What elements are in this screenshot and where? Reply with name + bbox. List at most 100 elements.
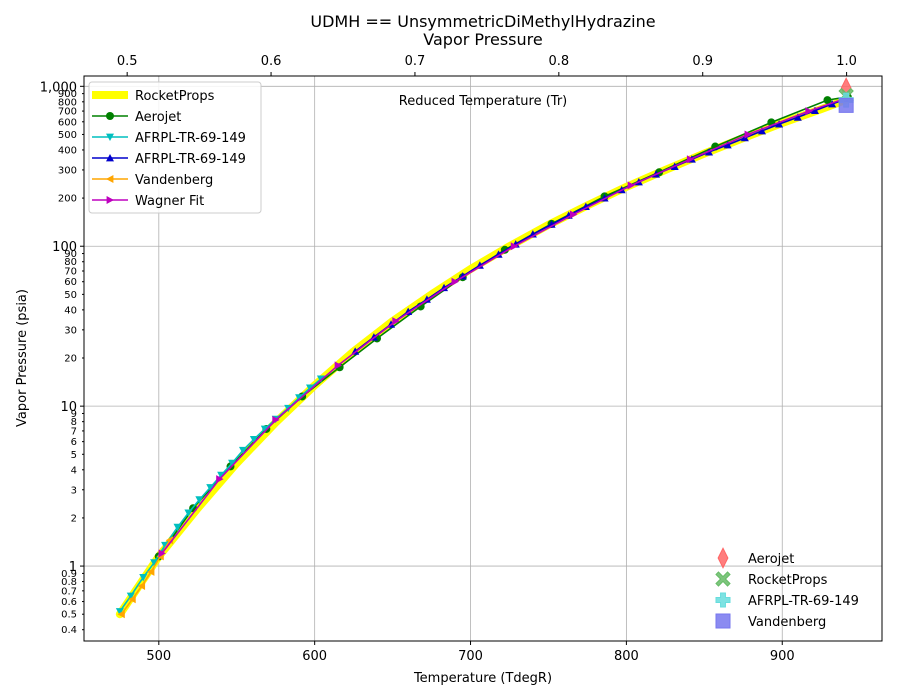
legend-label: RocketProps (748, 573, 828, 588)
top-tick-label: 0.7 (405, 54, 426, 69)
data-point (475, 261, 484, 269)
legend-critical-points: Aerojet RocketProps AFRPL-TR-69-149 Vandenb… (715, 547, 859, 630)
data-point (249, 435, 258, 444)
legend-series: RocketProps Aerojet AFRPL-TR-69-149 AFRPL-T… (88, 81, 262, 214)
legend-label: Vandenberg (135, 173, 213, 188)
data-point (217, 471, 226, 480)
legend-marker (715, 592, 731, 608)
data-point (137, 582, 146, 591)
data-point (440, 283, 449, 292)
y-minor-tick-label: 200 (58, 194, 77, 205)
data-point (128, 595, 136, 604)
y-minor-tick-label: 0.9 (61, 569, 77, 580)
top-tick-label: 0.5 (117, 54, 138, 69)
legend-item: AFRPL-TR-69-149 (715, 592, 859, 609)
y-minor-tick-label: 0.6 (61, 597, 77, 608)
y-major-tick-label: 1 (69, 560, 77, 575)
y-minor-tick-label: 4 (71, 465, 77, 476)
y-minor-tick-label: 7 (71, 426, 77, 437)
data-point (723, 140, 732, 149)
chart-title: UDMH == UnsymmetricDiMethylHydrazine (310, 12, 655, 31)
top-tick-label: 0.9 (692, 54, 713, 69)
y-minor-tick-label: 50 (64, 290, 77, 301)
data-point (823, 96, 832, 105)
legend-marker (106, 112, 114, 120)
data-point (260, 425, 269, 433)
x-tick-label: 900 (770, 649, 795, 664)
y-minor-tick-label: 800 (58, 97, 77, 108)
x-tick-label: 800 (614, 649, 639, 664)
data-point (126, 592, 135, 600)
legend-marker (106, 154, 114, 162)
legend-item: RocketProps (715, 571, 828, 588)
y-minor-tick-label: 90 (64, 249, 77, 260)
series-line (354, 97, 848, 353)
y-major-tick-label: 10 (60, 400, 77, 415)
data-point (158, 549, 166, 558)
data-point (150, 559, 159, 567)
y-minor-tick-label: 900 (58, 89, 77, 100)
y-axis-label: Vapor Pressure (psia) (15, 289, 30, 427)
x-tick-label: 600 (302, 649, 327, 664)
legend-label: Vandenberg (748, 615, 826, 630)
data-point (195, 496, 204, 504)
data-point (627, 181, 636, 190)
data-point (272, 415, 280, 424)
legend-label: AFRPL-TR-69-149 (748, 594, 859, 609)
data-point (206, 484, 215, 492)
data-point (216, 475, 224, 484)
y-minor-tick-label: 80 (64, 257, 77, 268)
data-point (117, 610, 125, 619)
data-point (305, 384, 314, 392)
y-minor-tick-label: 5 (71, 450, 77, 461)
data-point (404, 307, 413, 316)
y-minor-tick-label: 9 (71, 409, 77, 420)
legend-item: Aerojet (717, 547, 794, 569)
series-line (161, 96, 848, 554)
y-minor-tick-label: 6 (71, 437, 77, 448)
data-point (757, 126, 766, 135)
legend-label: AFRPL-TR-69-149 (135, 131, 246, 146)
legend-marker (715, 613, 731, 629)
legend-item: Aerojet (92, 110, 181, 125)
y-major-tick-label: 1,000 (40, 80, 77, 95)
data-point (173, 523, 182, 532)
top-tick-label: 0.8 (548, 54, 569, 69)
y-minor-tick-label: 60 (64, 277, 77, 288)
series-line (119, 378, 322, 612)
data-point (392, 317, 400, 326)
y-minor-tick-label: 8 (71, 417, 77, 428)
y-minor-tick-label: 0.5 (61, 610, 77, 621)
data-point (451, 277, 459, 286)
top-axis-label: Reduced Temperature (Tr) (399, 94, 567, 109)
legend-label: AFRPL-TR-69-149 (135, 152, 246, 167)
x-axis-label: Temperature (TdegR) (413, 671, 552, 686)
series-wagner-fit (158, 93, 852, 558)
data-point (793, 113, 802, 121)
data-point (316, 375, 325, 383)
data-point (139, 573, 148, 582)
y-minor-tick-label: 0.7 (61, 586, 77, 597)
y-minor-tick-label: 2 (71, 513, 77, 524)
legend-label: Aerojet (748, 552, 794, 567)
series-afrpl-up (351, 94, 852, 355)
series-line (158, 95, 848, 557)
data-point (775, 120, 784, 128)
y-minor-tick-label: 40 (64, 305, 77, 316)
legend-item: Vandenberg (715, 613, 826, 630)
data-point (810, 106, 819, 114)
data-curves (115, 77, 854, 619)
x-tick-label: 500 (146, 649, 171, 664)
y-major-tick-label: 100 (52, 240, 77, 255)
legend-marker (106, 133, 114, 141)
y-minor-tick-label: 300 (58, 165, 77, 176)
y-minor-tick-label: 700 (58, 107, 77, 118)
y-minor-tick-label: 500 (58, 130, 77, 141)
y-minor-tick-label: 3 (71, 485, 77, 496)
grid (84, 76, 882, 641)
legend-item: Vandenberg (92, 173, 213, 188)
data-point (744, 130, 752, 139)
data-point (184, 509, 193, 517)
